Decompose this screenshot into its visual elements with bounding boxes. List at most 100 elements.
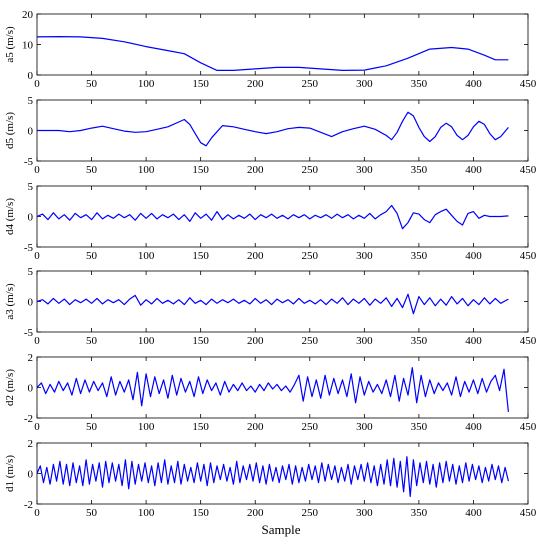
x-tick-label: 200 (247, 164, 264, 176)
x-tick-label: 250 (302, 507, 319, 519)
x-tick-label: 100 (138, 164, 155, 176)
x-tick-label: 350 (411, 421, 428, 433)
x-tick-label: 150 (192, 507, 209, 519)
x-axis-label: Sample (262, 522, 301, 537)
x-tick-label: 450 (520, 164, 537, 176)
x-tick-label: 150 (192, 78, 209, 90)
y-tick-label: 0 (28, 126, 34, 138)
y-tick-label: 0 (28, 469, 34, 481)
x-tick-label: 150 (192, 250, 209, 262)
x-tick-label: 100 (138, 78, 155, 90)
x-tick-label: 450 (520, 78, 537, 90)
x-tick-label: 450 (520, 250, 537, 262)
x-tick-label: 300 (356, 335, 373, 347)
y-axis-label: a5 (m/s) (4, 26, 16, 63)
y-tick-label: 0 (28, 212, 34, 224)
y-axis-label: d5 (m/s) (4, 112, 16, 149)
x-tick-label: 200 (247, 250, 264, 262)
plot-area-frame (36, 13, 529, 76)
x-tick-label: 50 (86, 507, 98, 519)
x-tick-label: 300 (356, 507, 373, 519)
x-tick-label: 350 (411, 507, 428, 519)
x-tick-label: 450 (520, 421, 537, 433)
y-tick-label: -5 (24, 242, 34, 254)
x-tick-label: 300 (356, 250, 373, 262)
y-tick-label: 10 (22, 40, 34, 52)
y-tick-label: 2 (28, 352, 34, 364)
series-line (37, 36, 509, 71)
x-tick-label: 0 (34, 250, 40, 262)
subplot-1: 0 50 100 150 200 250 300 350 400 450 0 10 20 a5 (m/s) (4, 9, 537, 90)
x-tick-label: 50 (86, 164, 98, 176)
x-tick-label: 400 (465, 164, 482, 176)
x-tick-label: 250 (302, 250, 319, 262)
y-tick-label: 0 (28, 70, 34, 82)
x-tick-label: 100 (138, 421, 155, 433)
x-tick-label: 300 (356, 421, 373, 433)
y-tick-label: -2 (24, 499, 33, 511)
x-tick-label: 100 (138, 335, 155, 347)
x-tick-label: 150 (192, 164, 209, 176)
y-tick-label: 0 (28, 383, 34, 395)
x-tick-label: 400 (465, 507, 482, 519)
x-tick-label: 50 (86, 250, 98, 262)
x-tick-label: 400 (465, 335, 482, 347)
y-tick-label: 20 (22, 9, 34, 21)
y-tick-label: 5 (28, 95, 34, 107)
x-tick-label: 400 (465, 421, 482, 433)
x-tick-label: 0 (34, 78, 40, 90)
x-tick-label: 350 (411, 78, 428, 90)
series-line (37, 111, 509, 147)
x-tick-label: 50 (86, 78, 98, 90)
y-axis-label: d1 (m/s) (4, 455, 16, 492)
x-tick-label: 450 (520, 507, 537, 519)
series-line (37, 367, 509, 412)
x-tick-label: 200 (247, 421, 264, 433)
x-tick-label: 250 (302, 78, 319, 90)
x-tick-label: 0 (34, 335, 40, 347)
x-tick-label: 300 (356, 164, 373, 176)
plot-area-frame (36, 442, 529, 505)
x-tick-label: 200 (247, 78, 264, 90)
x-tick-label: 250 (302, 335, 319, 347)
y-tick-label: -2 (24, 413, 33, 425)
x-tick-label: 0 (34, 164, 40, 176)
x-tick-label: 50 (86, 421, 98, 433)
x-tick-label: 50 (86, 335, 98, 347)
x-tick-label: 200 (247, 507, 264, 519)
y-axis-label: d4 (m/s) (4, 198, 16, 235)
x-tick-label: 150 (192, 421, 209, 433)
x-tick-label: 400 (465, 250, 482, 262)
x-tick-label: 300 (356, 78, 373, 90)
x-tick-label: 350 (411, 335, 428, 347)
x-tick-label: 450 (520, 335, 537, 347)
plot-area-frame (36, 356, 529, 419)
y-tick-label: -5 (24, 327, 34, 339)
series-line (37, 456, 509, 497)
x-tick-label: 0 (34, 507, 40, 519)
x-tick-label: 350 (411, 164, 428, 176)
y-tick-label: 5 (28, 266, 34, 278)
x-tick-label: 250 (302, 421, 319, 433)
y-tick-label: 0 (28, 297, 34, 309)
series-line (37, 204, 509, 230)
x-tick-label: 100 (138, 507, 155, 519)
x-tick-label: 250 (302, 164, 319, 176)
x-tick-label: 200 (247, 335, 264, 347)
plot-area-frame (36, 270, 529, 333)
y-tick-label: 2 (28, 438, 34, 450)
y-tick-label: -5 (24, 156, 34, 168)
y-tick-label: 5 (28, 181, 34, 193)
x-tick-label: 400 (465, 78, 482, 90)
series-line (37, 293, 509, 315)
y-axis-label: a3 (m/s) (4, 283, 16, 320)
plot-area-frame (36, 185, 529, 248)
x-tick-label: 0 (34, 421, 40, 433)
